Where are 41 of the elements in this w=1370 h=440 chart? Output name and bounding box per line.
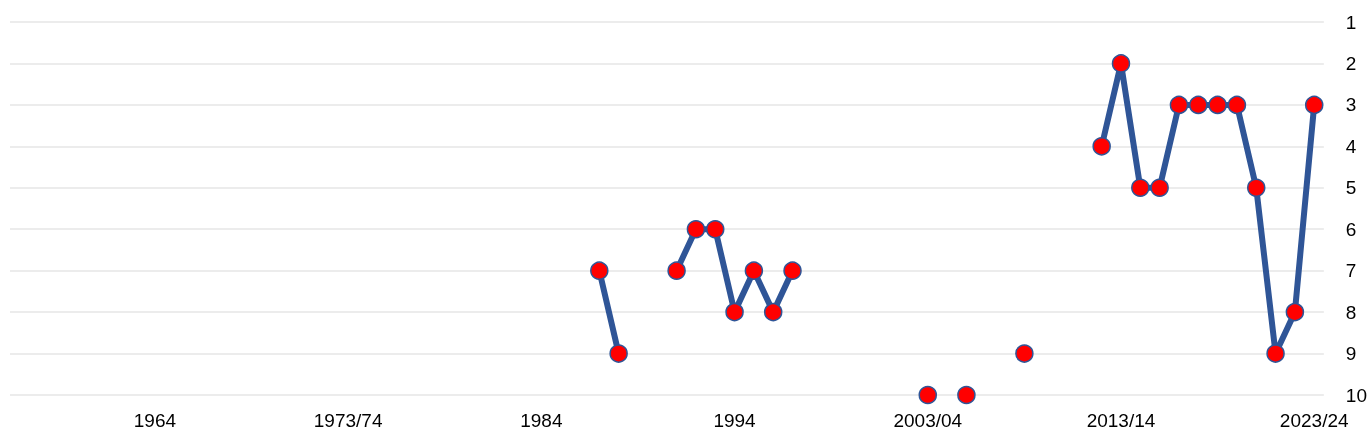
y-tick-label: 10 bbox=[1345, 384, 1368, 406]
point bbox=[590, 261, 609, 280]
y-tick-label: 4 bbox=[1345, 135, 1357, 157]
point bbox=[1189, 95, 1208, 115]
point bbox=[783, 261, 802, 280]
y-tick-label: 6 bbox=[1345, 218, 1357, 240]
point bbox=[1111, 54, 1131, 73]
y-tick-label: 5 bbox=[1345, 177, 1357, 199]
x-tick-label: 1994 bbox=[713, 410, 757, 431]
x-tick-label: 2013/14 bbox=[1086, 410, 1156, 431]
point bbox=[1208, 95, 1227, 115]
y-tick-label: 3 bbox=[1345, 94, 1357, 116]
point bbox=[763, 302, 783, 322]
point bbox=[1169, 95, 1189, 115]
x-tick-label: 1964 bbox=[133, 410, 177, 431]
point bbox=[686, 219, 706, 239]
point bbox=[725, 302, 744, 322]
x-tick-label: 2003/04 bbox=[893, 410, 963, 431]
point bbox=[957, 385, 976, 405]
point bbox=[706, 219, 725, 239]
y-tick-label: 8 bbox=[1345, 301, 1357, 323]
y-tick-label: 7 bbox=[1345, 260, 1357, 282]
y-tick-label: 9 bbox=[1345, 343, 1357, 365]
point bbox=[1150, 178, 1169, 198]
point bbox=[1131, 178, 1150, 198]
point bbox=[1015, 344, 1034, 363]
point bbox=[1092, 137, 1111, 156]
point bbox=[1304, 95, 1324, 115]
x-tick-label: 1973/74 bbox=[313, 410, 383, 431]
point bbox=[1266, 344, 1285, 363]
x-tick-label: 1984 bbox=[520, 410, 563, 431]
point bbox=[918, 385, 938, 405]
point bbox=[1285, 302, 1305, 322]
point bbox=[744, 261, 764, 280]
point bbox=[1247, 178, 1266, 198]
y-tick-label: 1 bbox=[1345, 11, 1357, 33]
point bbox=[667, 261, 686, 280]
x-tick-label: 2023/24 bbox=[1279, 410, 1349, 431]
point bbox=[609, 344, 628, 363]
y-tick-label: 2 bbox=[1345, 52, 1357, 74]
point bbox=[1227, 95, 1247, 115]
